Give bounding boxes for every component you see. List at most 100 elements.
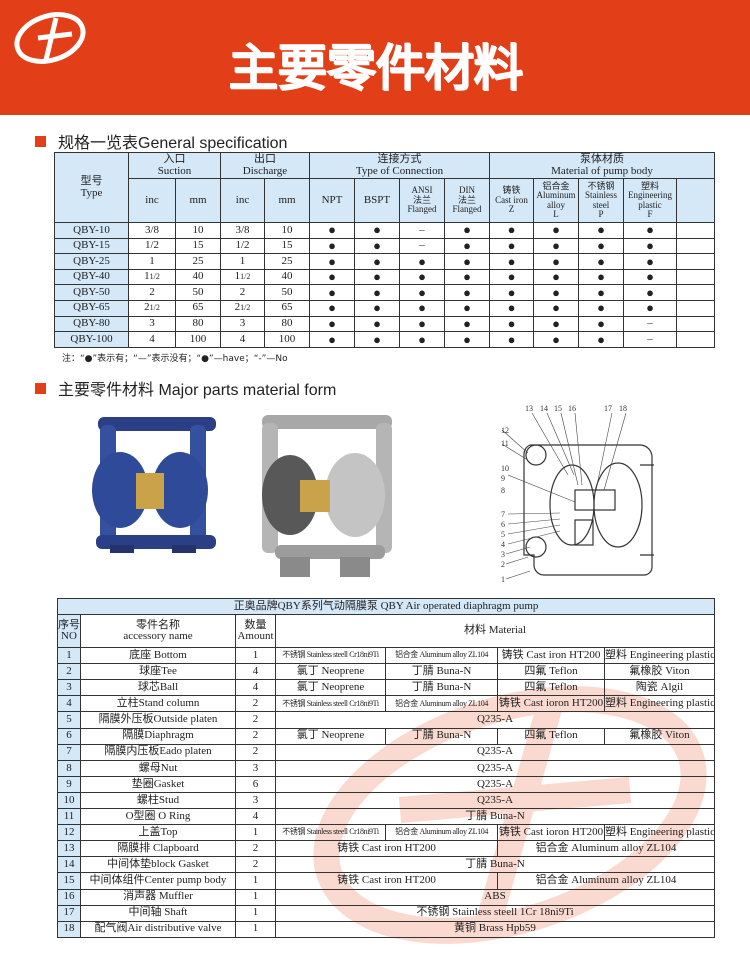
header-connection: 连接方式 Type of Connection xyxy=(308,152,491,179)
cell-amount: 6 xyxy=(235,775,276,793)
parts-row: 15 中间体组件Center pump body 1 铸铁 Cast iron HT2… xyxy=(57,872,715,890)
cell-bspt: ● xyxy=(354,315,400,333)
parts-row: 7 隔膜内压板Eado platen 2 Q235-A xyxy=(57,743,715,761)
parts-row: 3 球芯Ball 4 氯丁 Neoprene 丁腈 Buna-N 四氟 Teflon 陶瓷 … xyxy=(57,679,715,697)
cell-blank xyxy=(676,222,716,239)
cell-cast-iron: ● xyxy=(489,315,535,333)
cell-no: 18 xyxy=(57,920,81,938)
section-major-parts: 主要零件材料 Major parts material form xyxy=(35,376,336,400)
cell-amount: 1 xyxy=(235,888,276,906)
cell-name: 中间体组件Center pump body xyxy=(80,872,236,890)
cell-suction-inc: 1 xyxy=(128,253,176,270)
cell-discharge-inc: 2 xyxy=(220,284,265,301)
parts-row: 6 隔膜Diaphragm 2 氯丁 Neoprene 丁腈 Buna-N 四氟 Tefl… xyxy=(57,727,715,745)
cell-material: 丁腈 Buna-N xyxy=(275,808,715,826)
cell-name: 球芯Ball xyxy=(80,679,236,697)
cell-din: ● xyxy=(443,315,491,333)
cell-ansi: – xyxy=(399,237,445,255)
cell-suction-mm: 65 xyxy=(175,299,221,317)
cell-material: Q235-A xyxy=(275,743,715,761)
header-suction-inc: inc xyxy=(128,178,176,223)
stainless-pump-photo xyxy=(262,415,392,577)
cell-npt: ● xyxy=(309,253,355,270)
cell-plastic: ● xyxy=(623,237,678,255)
cell-aluminum: ● xyxy=(533,237,580,255)
header-npt: NPT xyxy=(309,178,355,223)
spec-row: QBY-100 4 100 4 100 ● ● ● ● ● ● ● – xyxy=(54,331,716,348)
diagram-label: 18 xyxy=(619,404,627,413)
cell-material: 不锈钢 Stainless steell Cr18ni9Ti xyxy=(275,824,386,842)
cell-material: 四氟 Teflon xyxy=(497,679,605,697)
header-no: 序号 NO xyxy=(57,614,81,649)
cell-blank xyxy=(676,331,716,348)
cell-material: 铝合金 Aluminum alloy ZL104 xyxy=(385,695,498,713)
cell-no: 6 xyxy=(57,727,81,745)
cell-no: 12 xyxy=(57,824,81,842)
spec-row: QBY-40 11/2 40 11/2 40 ● ● ● ● ● ● ● ● xyxy=(54,268,716,286)
cell-material: 铝合金 Aluminum alloy ZL104 xyxy=(385,824,498,842)
cell-discharge-inc: 3 xyxy=(220,315,265,333)
cell-aluminum: ● xyxy=(533,222,580,239)
header-type: 型号 Type xyxy=(54,152,129,223)
diagram-label: 5 xyxy=(501,530,505,539)
cell-amount: 4 xyxy=(235,808,276,826)
cell-name: 消声器 Muffler xyxy=(80,888,236,906)
cell-name: 隔膜内压板Eado platen xyxy=(80,743,236,761)
cell-name: O型圈 O Ring xyxy=(80,808,236,826)
header-aluminum: 铝合金 Aluminum alloy L xyxy=(533,178,580,223)
cell-material: 氟橡胶 Viton xyxy=(604,727,715,745)
cell-amount: 1 xyxy=(235,824,276,842)
cell-suction-inc: 21/2 xyxy=(128,299,176,317)
cell-material: 不锈钢 Stainless steell Cr18ni9Ti xyxy=(275,647,386,665)
cell-stainless: ● xyxy=(578,299,625,317)
header-discharge: 出口 Discharge xyxy=(220,152,310,179)
cell-din: ● xyxy=(443,268,491,286)
spec-row: QBY-25 1 25 1 25 ● ● ● ● ● ● ● ● xyxy=(54,253,716,270)
cell-type: QBY-25 xyxy=(54,253,129,270)
cell-type: QBY-15 xyxy=(54,237,129,255)
cell-no: 13 xyxy=(57,840,81,858)
parts-row: 10 螺柱Stud 3 Q235-A xyxy=(57,791,715,810)
cell-cast-iron: ● xyxy=(489,268,535,286)
cell-blank xyxy=(676,299,716,317)
cell-bspt: ● xyxy=(354,331,400,348)
cell-aluminum: ● xyxy=(533,331,580,348)
cell-type: QBY-10 xyxy=(54,222,129,239)
cell-no: 11 xyxy=(57,808,81,826)
parts-row: 9 垫圈Gasket 6 Q235-A xyxy=(57,775,715,793)
cell-amount: 2 xyxy=(235,743,276,761)
cell-no: 8 xyxy=(57,759,81,777)
cell-discharge-inc: 11/2 xyxy=(220,268,265,286)
header-blank xyxy=(676,178,716,223)
cell-amount: 1 xyxy=(235,872,276,890)
cell-discharge-inc: 4 xyxy=(220,331,265,348)
cell-amount: 1 xyxy=(235,904,276,922)
diagram-label: 15 xyxy=(554,404,562,413)
cell-plastic: – xyxy=(623,331,678,348)
cell-npt: ● xyxy=(309,284,355,301)
header-material: 泵体材质 Material of pump body xyxy=(489,152,716,179)
cell-material: 铸铁 Cast ioron HT200 xyxy=(497,824,605,842)
cell-suction-inc: 3/8 xyxy=(128,222,176,239)
cell-cast-iron: ● xyxy=(489,237,535,255)
cell-name: 立柱Stand column xyxy=(80,695,236,713)
cell-name: 螺母Nut xyxy=(80,759,236,777)
cell-name: 隔膜外压板Outside platen xyxy=(80,711,236,729)
cell-no: 15 xyxy=(57,872,81,890)
cell-bspt: ● xyxy=(354,222,400,239)
cell-no: 9 xyxy=(57,775,81,793)
cell-name: 配气阀Air distributive valve xyxy=(80,920,236,938)
cell-name: 底座 Bottom xyxy=(80,647,236,665)
header-name: 零件名称 accessory name xyxy=(80,614,236,649)
general-spec-table: 型号 Type 入口 Suction 出口 Discharge 连接方式 Type of… xyxy=(54,152,716,348)
cell-ansi: ● xyxy=(399,299,445,317)
cell-type: QBY-100 xyxy=(54,331,129,348)
cell-material: 氯丁 Neoprene xyxy=(275,727,386,745)
parts-row: 16 消声器 Muffler 1 ABS xyxy=(57,888,715,906)
cell-material: 氯丁 Neoprene xyxy=(275,663,386,681)
cell-aluminum: ● xyxy=(533,284,580,301)
cell-amount: 4 xyxy=(235,663,276,681)
section-title: 规格一览表General specification xyxy=(58,135,288,152)
diagram-label: 1 xyxy=(501,575,505,584)
